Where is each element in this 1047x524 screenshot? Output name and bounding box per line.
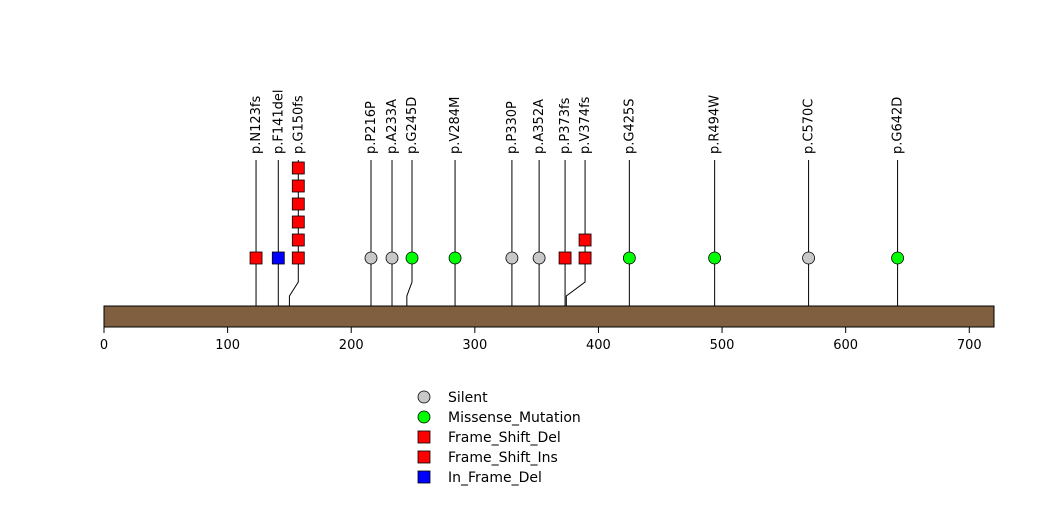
protein-bar <box>103 305 995 328</box>
mutation-stem <box>565 240 586 306</box>
mutation-label: p.P216P <box>364 101 379 154</box>
mutation-marker-square <box>291 215 305 229</box>
x-tick-label: 600 <box>833 338 858 353</box>
legend-label: Frame_Shift_Ins <box>448 450 558 466</box>
mutation-marker-circle <box>891 251 904 265</box>
legend-label: Silent <box>448 390 488 406</box>
legend: Silent Missense_Mutation Frame_Shift_Del Fr… <box>417 390 581 486</box>
mutation-marker-square <box>291 233 305 247</box>
x-tick-label: 400 <box>586 338 611 353</box>
x-tick-label: 0 <box>100 338 108 353</box>
mutation-marker-circle <box>505 251 519 265</box>
legend-label: Missense_Mutation <box>448 410 581 426</box>
legend-swatch-square <box>417 470 431 484</box>
mutation-marker-square <box>271 251 285 265</box>
mutation-marker-circle <box>802 251 815 265</box>
markers-layer <box>249 161 904 265</box>
x-tick-label: 200 <box>339 338 364 353</box>
legend-swatch-square <box>417 430 431 444</box>
mutation-label: p.G150fs <box>291 95 306 154</box>
mutation-marker-circle <box>364 251 378 265</box>
stems-layer <box>255 160 899 306</box>
mutation-marker-square <box>558 251 572 265</box>
mutation-marker-square <box>578 251 592 265</box>
mutation-labels-layer: p.N123fs p.F141del p.G150fs p.P216P p.A233A p… <box>249 89 906 154</box>
mutation-marker-circle <box>405 251 419 265</box>
mutation-marker-square <box>291 197 305 211</box>
mutation-marker-square <box>291 161 305 175</box>
mutation-label: p.A233A <box>385 99 400 154</box>
mutation-marker-circle <box>622 251 636 265</box>
mutation-label: p.N123fs <box>249 96 264 154</box>
mutation-marker-circle <box>448 251 462 265</box>
legend-swatch-circle <box>417 390 431 404</box>
mutation-label: p.G642D <box>891 97 906 154</box>
mutation-marker-square <box>291 179 305 193</box>
legend-swatch-circle <box>417 410 431 424</box>
legend-label: In_Frame_Del <box>448 470 542 486</box>
legend-swatch-square <box>417 450 431 464</box>
x-axis: 0 100 200 300 400 500 600 700 <box>100 326 982 353</box>
mutation-label: p.P330P <box>505 101 520 154</box>
mutation-marker-circle <box>532 251 546 265</box>
mutation-label: p.V284M <box>448 97 463 154</box>
mutation-marker-square <box>578 233 592 247</box>
x-tick-label: 500 <box>710 338 735 353</box>
mutation-label: p.G245D <box>405 97 420 154</box>
mutation-marker-circle <box>708 251 722 265</box>
mutation-label: p.R494W <box>708 95 723 154</box>
mutation-label: p.V374fs <box>578 96 593 154</box>
mutation-marker-square <box>249 251 263 265</box>
mutation-label: p.A352A <box>532 99 547 154</box>
x-tick-label: 700 <box>957 338 982 353</box>
mutation-label: p.F141del <box>271 89 286 154</box>
mutation-marker-circle <box>385 251 399 265</box>
mutation-label: p.G425S <box>622 98 637 154</box>
legend-label: Frame_Shift_Del <box>448 430 561 446</box>
mutation-label: p.P373fs <box>558 97 573 154</box>
mutation-stem <box>406 258 413 306</box>
mutation-marker-square <box>291 251 305 265</box>
x-tick-label: 300 <box>462 338 487 353</box>
mutation-label: p.C570C <box>802 99 817 154</box>
x-tick-label: 100 <box>215 338 240 353</box>
